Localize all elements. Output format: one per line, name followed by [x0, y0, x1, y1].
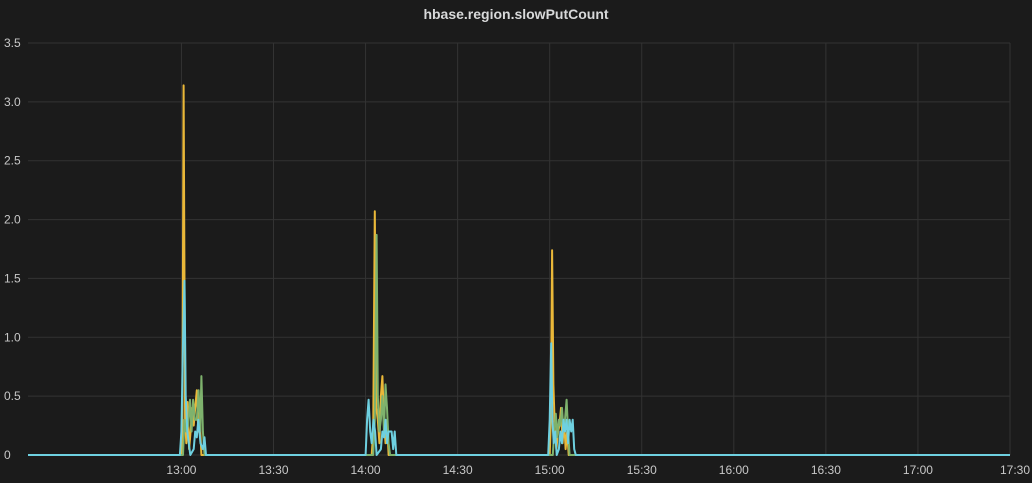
- x-tick-label: 13:00: [166, 463, 196, 477]
- x-tick-label: 17:00: [903, 463, 933, 477]
- grid: [28, 42, 1011, 456]
- x-tick-label: 15:00: [535, 463, 565, 477]
- series-line-2: [28, 233, 1010, 456]
- series-group: [28, 84, 1010, 456]
- x-tick-label: 13:30: [258, 463, 288, 477]
- y-tick-label: 2.0: [4, 213, 21, 227]
- y-tick-label: 3.0: [4, 95, 21, 109]
- y-tick-label: 1.5: [4, 271, 21, 285]
- x-tick-label: 16:30: [811, 463, 841, 477]
- series-line-1: [28, 84, 1010, 456]
- y-tick-label: 0: [4, 448, 11, 462]
- x-tick-label: 14:00: [351, 463, 381, 477]
- y-tick-label: 0.5: [4, 389, 21, 403]
- y-tick-label: 2.5: [4, 154, 21, 168]
- panel-title[interactable]: hbase.region.slowPutCount: [423, 6, 609, 22]
- y-tick-label: 1.0: [4, 330, 21, 344]
- series-line-3: [28, 279, 1010, 456]
- y-tick-label: 3.5: [4, 36, 21, 50]
- x-tick-label: 17:30: [1000, 463, 1030, 477]
- x-tick-label: 16:00: [719, 463, 749, 477]
- y-axis: 0 0.5 1.0 1.5 2.0 2.5 3.0 3.5: [4, 36, 21, 462]
- x-axis: 13:00 13:30 14:00 14:30 15:00 15:30 16:00 16:30…: [166, 463, 1030, 477]
- x-tick-label: 14:30: [443, 463, 473, 477]
- x-tick-label: 15:30: [627, 463, 657, 477]
